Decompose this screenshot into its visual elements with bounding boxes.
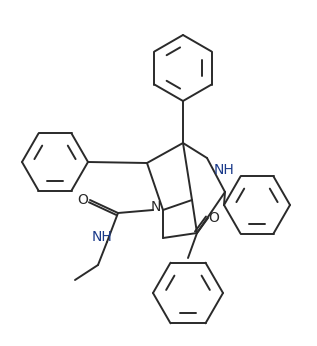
Text: NH: NH: [92, 230, 112, 244]
Text: NH: NH: [214, 163, 234, 177]
Text: O: O: [78, 193, 88, 207]
Text: N: N: [151, 200, 161, 214]
Text: O: O: [209, 211, 219, 225]
